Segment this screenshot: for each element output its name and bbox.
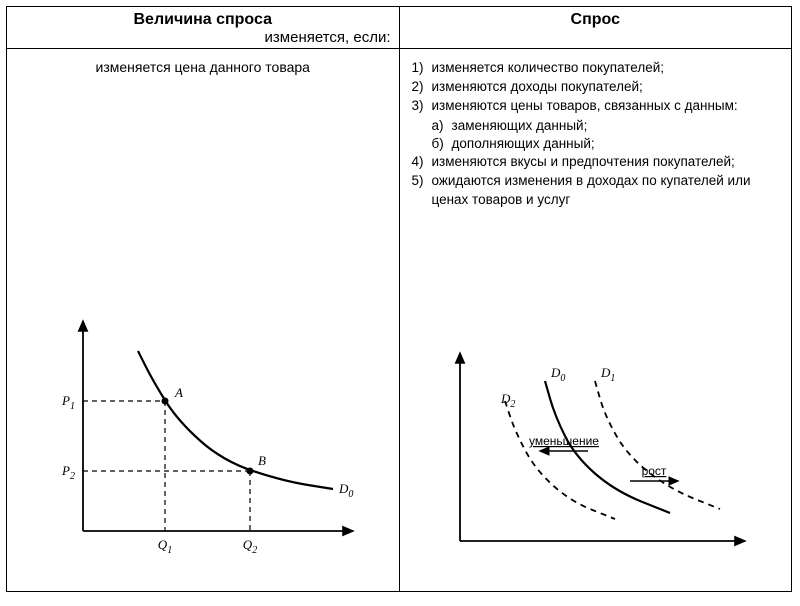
demand-shift-chart: D0 D1 D2 уменьшение рост xyxy=(425,341,765,581)
point-a xyxy=(161,398,168,405)
curve-d1 xyxy=(595,381,720,509)
sub-item-number: б) xyxy=(432,135,452,153)
label-q2: Q2 xyxy=(243,537,257,556)
demand-curve xyxy=(138,351,333,489)
label-p2: P2 xyxy=(61,463,75,482)
header-left-title: Величина спроса xyxy=(7,11,399,29)
list-item: 2)изменяются доходы покупателей; xyxy=(412,78,780,96)
sub-list: а)заменяющих данный;б)дополняющих данный… xyxy=(432,117,780,153)
body-row: изменяется цена данного товара xyxy=(7,49,791,591)
list-item: 3)изменяются цены товаров, связанных с д… xyxy=(412,97,780,115)
label-d0-left: D0 xyxy=(338,481,353,500)
label-p1: P1 xyxy=(61,393,75,412)
label-d0-right: D0 xyxy=(550,365,565,384)
left-heading: изменяется цена данного товара xyxy=(19,59,387,75)
header-left: Величина спроса изменяется, если: xyxy=(7,7,400,48)
label-d2-right: D2 xyxy=(500,391,515,410)
label-decrease: уменьшение xyxy=(529,434,599,448)
right-column: 1)изменяется количество покупателей;2)из… xyxy=(400,49,792,591)
factors-list: 1)изменяется количество покупателей;2)из… xyxy=(412,59,780,210)
curve-d2 xyxy=(505,401,615,519)
header-right-title: Спрос xyxy=(400,11,792,29)
header-subtitle-left: изменяется, если: xyxy=(7,29,399,48)
list-item-text: изменяются доходы покупателей; xyxy=(432,78,780,96)
right-chart-wrap: D0 D1 D2 уменьшение рост xyxy=(412,210,780,581)
left-column: изменяется цена данного товара xyxy=(7,49,400,591)
sub-item: а)заменяющих данный; xyxy=(432,117,780,135)
left-chart-wrap: A B P1 P2 Q1 Q2 xyxy=(19,81,387,581)
sub-item-text: дополняющих данный; xyxy=(452,135,595,153)
sub-item-number: а) xyxy=(432,117,452,135)
list-item: 1)изменяется количество покупателей; xyxy=(412,59,780,77)
point-b xyxy=(246,468,253,475)
list-item: 4)изменяются вкусы и предпочтения покупа… xyxy=(412,153,780,171)
header-row: Величина спроса изменяется, если: Спрос xyxy=(7,7,791,49)
list-item-text: изменяется количество покупателей; xyxy=(432,59,780,77)
label-d1-right: D1 xyxy=(600,365,615,384)
list-item: 5)ожидаются изменения в доходах по купат… xyxy=(412,172,780,208)
label-q1: Q1 xyxy=(158,537,172,556)
header-right: Спрос xyxy=(400,7,792,48)
list-item-text: изменяются цены товаров, связанных с дан… xyxy=(432,97,780,115)
demand-quantity-chart: A B P1 P2 Q1 Q2 xyxy=(33,301,373,581)
label-increase: рост xyxy=(642,464,667,478)
list-item-number: 5) xyxy=(412,172,432,208)
sub-item-text: заменяющих данный; xyxy=(452,117,588,135)
list-item-text: изменяются вкусы и предпочтения покупате… xyxy=(432,153,780,171)
label-a: A xyxy=(174,385,183,400)
list-item-number: 4) xyxy=(412,153,432,171)
list-item-number: 1) xyxy=(412,59,432,77)
label-b: B xyxy=(258,453,266,468)
list-item-text: ожидаются изменения в доходах по купател… xyxy=(432,172,780,208)
list-item-number: 3) xyxy=(412,97,432,115)
table-container: Величина спроса изменяется, если: Спрос … xyxy=(6,6,792,592)
sub-item: б)дополняющих данный; xyxy=(432,135,780,153)
list-item-number: 2) xyxy=(412,78,432,96)
